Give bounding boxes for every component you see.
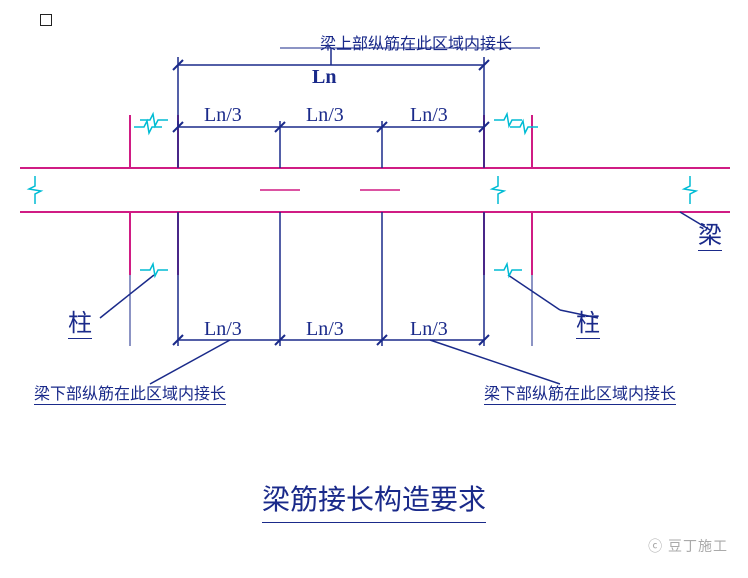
bottom-note-left: 梁下部纵筋在此区域内接长 — [34, 380, 226, 405]
ln-label: Ln — [312, 66, 336, 89]
seg-bot-1: Ln/3 — [204, 318, 242, 341]
figure-title: 梁筋接长构造要求 — [262, 478, 486, 523]
seg-bot-3: Ln/3 — [410, 318, 448, 341]
top-note: 梁上部纵筋在此区域内接长 — [320, 30, 512, 54]
seg-top-2: Ln/3 — [306, 104, 344, 127]
seg-top-3: Ln/3 — [410, 104, 448, 127]
corner-marker — [40, 14, 52, 26]
beam-label: 梁 — [698, 215, 722, 251]
watermark: ⓒ 豆丁施工 — [648, 536, 728, 556]
col-label-right: 柱 — [576, 303, 600, 339]
col-label-left: 柱 — [68, 303, 92, 339]
bottom-note-right: 梁下部纵筋在此区域内接长 — [484, 380, 676, 405]
seg-bot-2: Ln/3 — [306, 318, 344, 341]
seg-top-1: Ln/3 — [204, 104, 242, 127]
